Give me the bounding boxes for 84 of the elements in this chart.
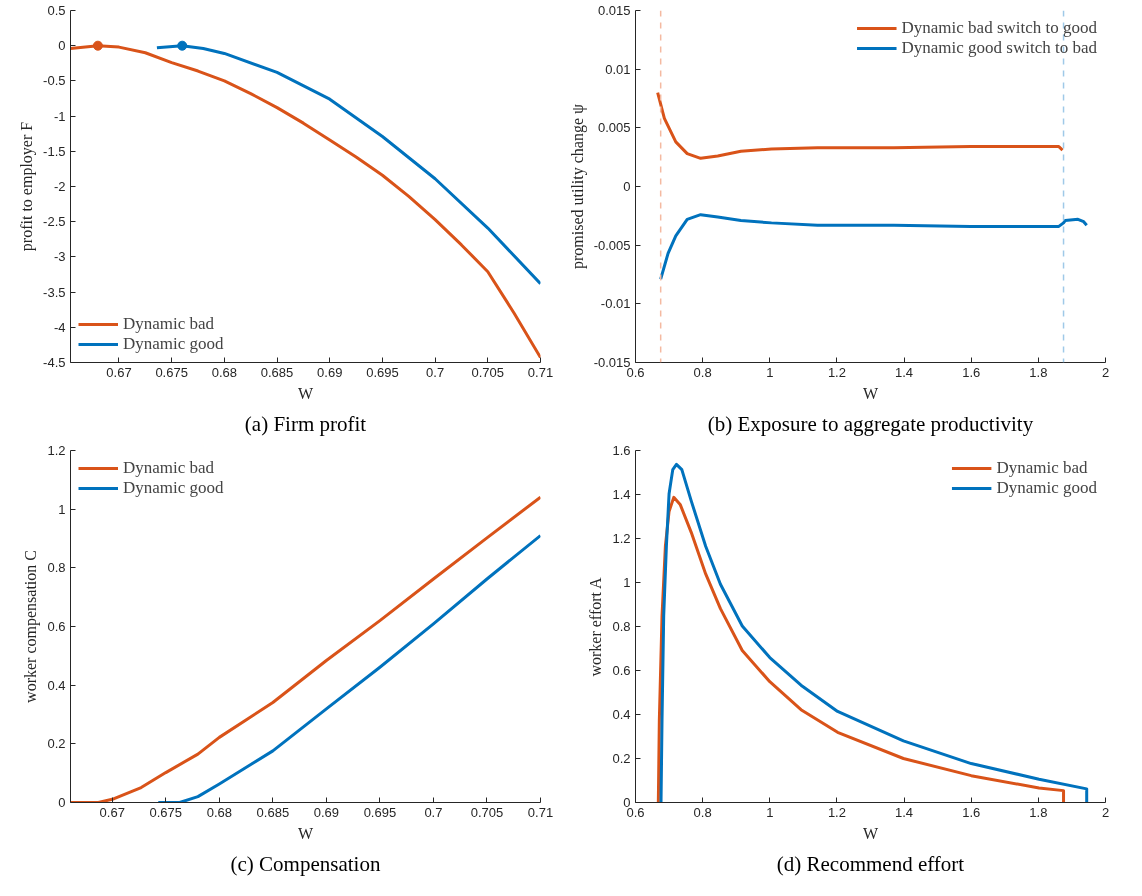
x-tick-label: 0.8 xyxy=(693,804,712,820)
x-tick-label: 1.8 xyxy=(1029,364,1048,380)
x-tick-label: 0.67 xyxy=(106,364,132,380)
x-tick-label: 0.71 xyxy=(527,804,554,820)
text: (d) Recommend effort xyxy=(776,851,965,876)
x-tick-label: 0.675 xyxy=(149,804,183,820)
legend-label: Dynamic good switch to bad xyxy=(901,38,1097,58)
legend-label: Dynamic bad xyxy=(996,458,1088,478)
legend-label: Dynamic bad switch to good xyxy=(901,18,1097,38)
x-tick-label: 0.68 xyxy=(206,804,232,820)
y-axis-title: worker compensation C xyxy=(22,550,41,703)
y-tick-label: 0.6 xyxy=(612,663,631,678)
x-tick-label: 1.8 xyxy=(1029,804,1048,820)
text: (a) Firm profit xyxy=(244,411,367,436)
y-axis-title: worker effort A xyxy=(587,576,605,677)
y-axis-title: promised utility change ψ xyxy=(568,103,587,270)
y-tick-label: -1 xyxy=(53,108,66,124)
x-tick-label: 0.705 xyxy=(471,364,505,380)
y-tick-label: 0.4 xyxy=(47,677,66,693)
y-tick-label: -4.5 xyxy=(43,355,66,370)
legend-label: Dynamic bad xyxy=(123,314,215,334)
y-tick-label: 0.5 xyxy=(47,3,66,18)
x-tick-label: 0.705 xyxy=(470,804,504,820)
y-tick-label: 0.4 xyxy=(612,707,631,722)
x-tick-label: 1.2 xyxy=(827,364,846,380)
x-axis-title: W xyxy=(297,384,314,402)
y-tick-label: 0.8 xyxy=(612,619,631,634)
x-tick-label: 0.675 xyxy=(155,364,188,380)
y-tick-label: 1.2 xyxy=(612,531,631,546)
x-tick-label: 0.68 xyxy=(211,364,238,380)
x-tick-label: 0.685 xyxy=(256,804,290,820)
y-axis-title: profit to employer F xyxy=(18,121,37,252)
y-tick-label: 0.005 xyxy=(597,120,631,136)
x-axis-title: W xyxy=(862,824,879,842)
y-tick-label: 0 xyxy=(58,795,66,810)
x-axis-title: W xyxy=(297,824,314,842)
y-tick-label: 1 xyxy=(58,501,66,517)
y-tick-label: -2 xyxy=(53,179,66,194)
legend-label: Dynamic good xyxy=(123,334,224,354)
y-tick-label: 1.6 xyxy=(612,443,631,458)
y-tick-label: 1.2 xyxy=(47,443,66,458)
x-tick-label: 1.4 xyxy=(895,804,914,820)
y-tick-label: 0.6 xyxy=(47,619,66,634)
y-tick-label: 0.01 xyxy=(605,61,631,77)
x-tick-label: 0.67 xyxy=(99,804,125,820)
x-tick-label: 0.695 xyxy=(366,364,399,380)
y-tick-label: -2.5 xyxy=(43,214,66,230)
x-tick-label: 0.69 xyxy=(317,364,343,380)
legend-label: Dynamic good xyxy=(123,478,224,498)
x-tick-label: 0.685 xyxy=(260,364,294,380)
y-tick-label: 0.2 xyxy=(47,736,66,752)
x-tick-label: 1 xyxy=(766,364,774,380)
y-tick-label: 1 xyxy=(623,575,631,590)
x-tick-label: 0.71 xyxy=(527,364,554,380)
y-tick-label: 0 xyxy=(58,38,66,54)
y-tick-label: -0.5 xyxy=(43,73,66,89)
x-tick-label: 1.6 xyxy=(962,804,981,820)
x-tick-label: 0.695 xyxy=(363,804,397,820)
x-axis-title: W xyxy=(862,384,879,402)
x-tick-label: 2 xyxy=(1101,804,1110,820)
x-tick-label: 1.4 xyxy=(895,364,914,380)
y-tick-label: 1.4 xyxy=(612,487,631,502)
legend-label: Dynamic bad xyxy=(123,458,215,478)
y-tick-label: -0.01 xyxy=(600,296,631,312)
x-tick-label: 0.7 xyxy=(426,364,445,380)
x-tick-label: 2 xyxy=(1101,364,1110,380)
text: (b) Exposure to aggregate productivity xyxy=(707,411,1034,436)
x-tick-label: 0.8 xyxy=(693,364,712,380)
text: (c) Compensation xyxy=(230,851,381,876)
y-tick-label: -3.5 xyxy=(43,284,66,300)
y-tick-label: 0.015 xyxy=(597,3,631,18)
y-tick-label: 0 xyxy=(623,179,631,194)
x-tick-label: 1.6 xyxy=(962,364,981,380)
x-tick-label: 0.69 xyxy=(313,804,340,820)
x-tick-label: 1 xyxy=(766,804,774,820)
y-tick-label: 0.8 xyxy=(47,560,66,576)
legend-label: Dynamic good xyxy=(996,478,1097,498)
y-tick-label: -3 xyxy=(53,249,66,265)
x-tick-label: 0.7 xyxy=(424,804,443,820)
y-tick-label: -0.005 xyxy=(593,237,631,253)
y-tick-label: 0.2 xyxy=(612,751,631,766)
y-tick-label: -4 xyxy=(53,319,66,335)
y-tick-label: -1.5 xyxy=(43,143,66,159)
x-tick-label: 1.2 xyxy=(827,804,846,820)
